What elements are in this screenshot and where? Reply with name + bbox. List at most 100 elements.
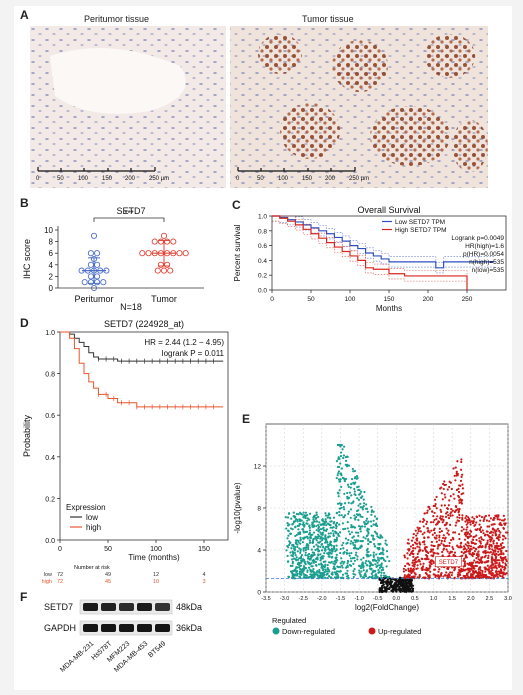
point-not-significant (391, 588, 395, 592)
point-down-regulated (336, 559, 339, 562)
point-up-regulated (484, 551, 487, 555)
point-down-regulated (329, 520, 332, 523)
y-tick-label: 0.0 (258, 288, 267, 295)
point-up-regulated (467, 516, 470, 519)
point-up-regulated (477, 555, 480, 558)
point-up-regulated (473, 517, 476, 520)
point-up-regulated (456, 575, 460, 578)
data-point (78, 267, 85, 274)
y-tick-label: 12 (254, 464, 262, 471)
point-down-regulated (340, 467, 344, 470)
point-up-regulated (467, 536, 470, 540)
point-down-regulated (327, 522, 330, 526)
point-down-regulated (376, 561, 379, 564)
point-up-regulated (410, 539, 414, 542)
point-down-regulated (299, 520, 302, 523)
point-down-regulated (376, 556, 380, 559)
data-point (145, 250, 152, 257)
point-down-regulated (364, 572, 367, 575)
point-up-regulated (482, 538, 485, 542)
point-not-significant (405, 583, 409, 587)
point-down-regulated (305, 546, 308, 549)
point-not-significant (405, 588, 408, 591)
point-down-regulated (316, 536, 319, 540)
x-tick-label: 200 (423, 296, 434, 303)
point-up-regulated (474, 564, 477, 567)
point-down-regulated (378, 542, 382, 546)
point-down-regulated (327, 545, 330, 548)
point-down-regulated (388, 559, 391, 563)
point-down-regulated (298, 561, 302, 565)
point-down-regulated (314, 548, 317, 552)
point-up-regulated (430, 544, 433, 547)
point-not-significant (378, 578, 381, 581)
point-up-regulated (488, 547, 491, 550)
point-up-regulated (412, 555, 415, 558)
point-up-regulated (498, 565, 501, 569)
point-down-regulated (373, 576, 376, 580)
point-up-regulated (441, 515, 444, 518)
point-up-regulated (422, 525, 425, 528)
point-up-regulated (444, 496, 447, 499)
point-down-regulated (346, 520, 349, 524)
point-up-regulated (492, 542, 495, 545)
point-up-regulated (451, 545, 454, 549)
point-up-regulated (450, 508, 453, 511)
data-point (160, 267, 168, 274)
point-up-regulated (411, 570, 415, 573)
point-down-regulated (373, 515, 377, 518)
point-down-regulated (308, 529, 311, 532)
western-blot: SETD7 GAPDH 48kDa 36kDa MDA-MB-231 Hs578… (44, 599, 202, 674)
point-up-regulated (473, 552, 476, 556)
point-down-regulated (376, 575, 379, 578)
point-up-regulated (460, 498, 464, 502)
point-up-regulated (412, 547, 415, 550)
point-up-regulated (490, 572, 493, 576)
point-up-regulated (503, 566, 506, 569)
point-down-regulated (360, 558, 363, 561)
point-down-regulated (347, 530, 350, 533)
point-down-regulated (315, 539, 318, 542)
point-down-regulated (290, 554, 293, 557)
point-down-regulated (365, 503, 368, 506)
point-down-regulated (335, 527, 338, 530)
peritumor-title: Peritumor tissue (84, 14, 150, 24)
point-down-regulated (322, 574, 325, 577)
point-down-regulated (382, 558, 385, 561)
point-up-regulated (486, 568, 489, 571)
point-up-regulated (467, 550, 470, 553)
point-down-regulated (319, 540, 322, 543)
data-point (103, 267, 110, 274)
point-up-regulated (478, 527, 482, 530)
point-down-regulated (343, 492, 346, 495)
ihc-score-chart: SETD7 IHC score 0 2 4 6 8 10 Peritumor Tumor *** N=… (22, 206, 204, 310)
point-down-regulated (363, 490, 366, 494)
point-up-regulated (464, 533, 467, 536)
point-down-regulated (313, 514, 317, 517)
point-down-regulated (353, 517, 356, 520)
point-down-regulated (374, 523, 377, 527)
point-down-regulated (356, 555, 359, 558)
point-down-regulated (381, 551, 384, 554)
point-down-regulated (382, 548, 385, 552)
point-up-regulated (488, 525, 491, 528)
point-down-regulated (372, 523, 375, 526)
point-down-regulated (322, 537, 326, 540)
point-up-regulated (447, 529, 450, 532)
point-up-regulated (492, 518, 495, 521)
point-down-regulated (293, 548, 296, 551)
point-up-regulated (409, 567, 413, 570)
x-tick-label: 0 (270, 296, 274, 303)
point-up-regulated (430, 548, 433, 551)
x-tick-label: 250 (462, 296, 473, 303)
point-up-regulated (464, 520, 467, 523)
point-down-regulated (352, 570, 355, 573)
point-down-regulated (320, 566, 323, 569)
point-up-regulated (457, 484, 461, 487)
point-up-regulated (470, 573, 473, 576)
point-up-regulated (460, 546, 463, 549)
point-down-regulated (380, 571, 383, 574)
point-up-regulated (417, 528, 420, 531)
point-up-regulated (480, 538, 483, 541)
point-down-regulated (367, 542, 370, 546)
